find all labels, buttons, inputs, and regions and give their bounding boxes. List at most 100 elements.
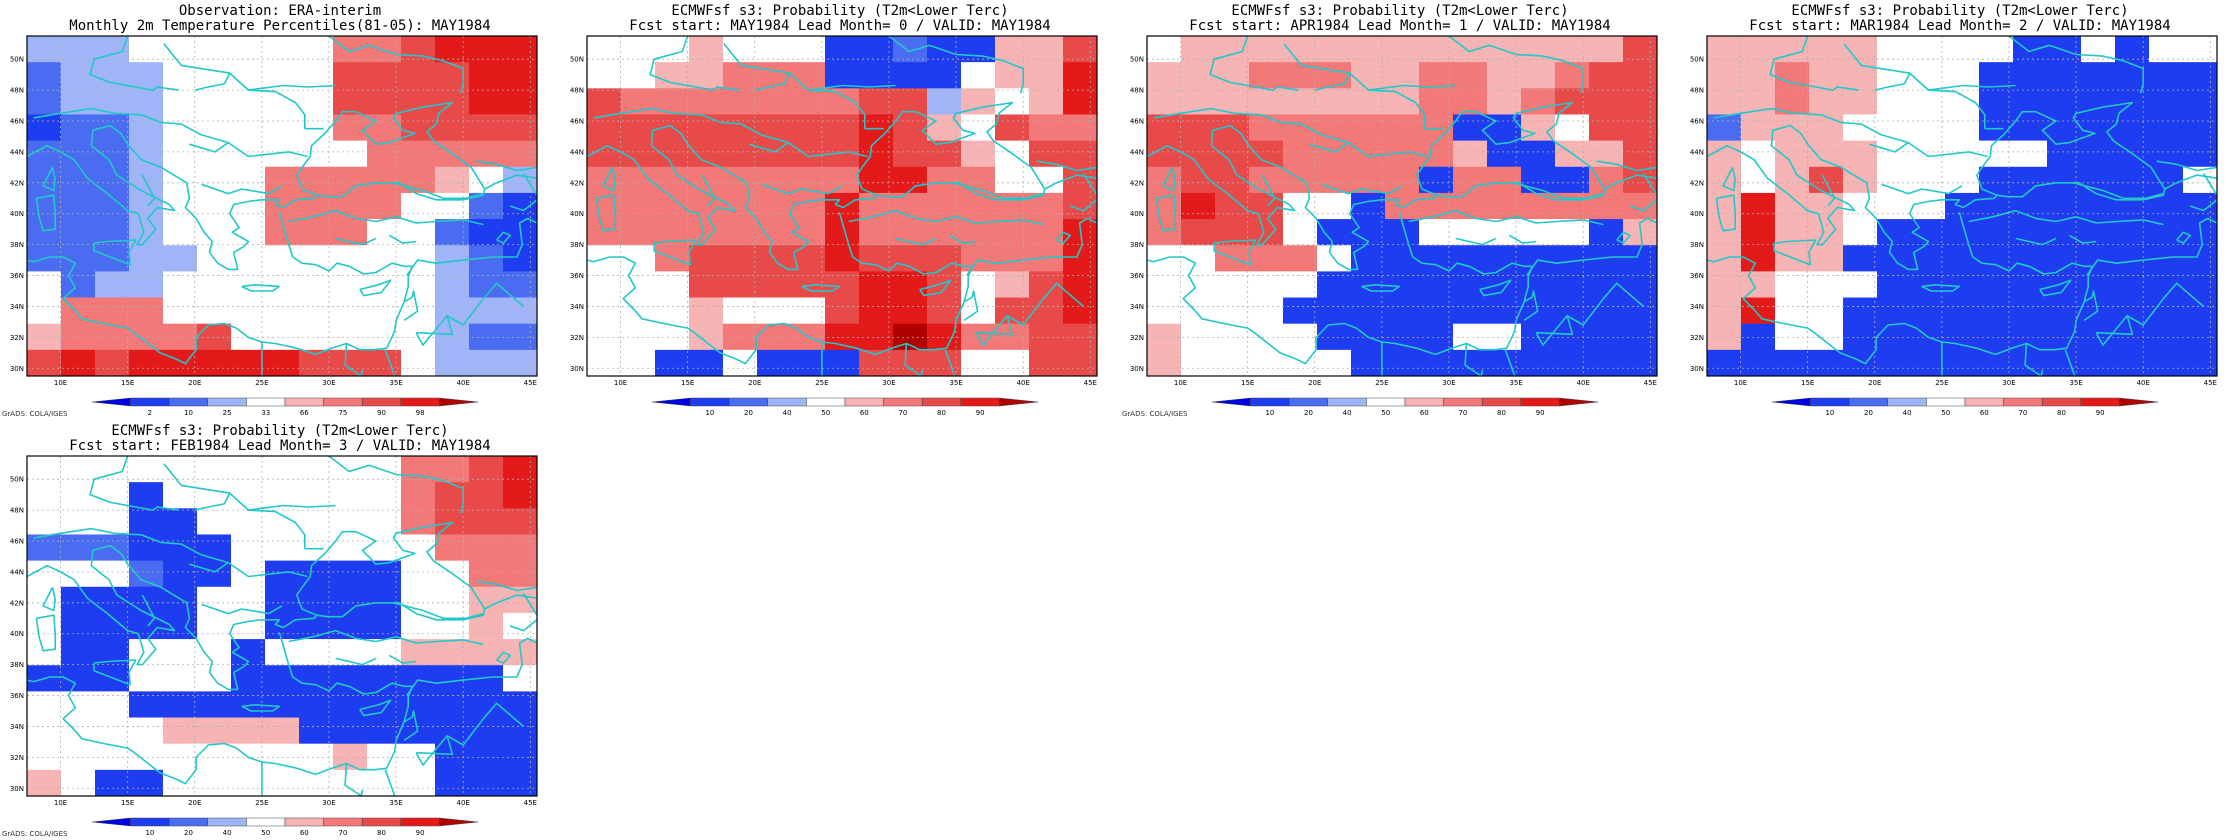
colorbar-segment: [400, 817, 440, 827]
grid-cell: [231, 36, 266, 63]
grid-cell: [61, 62, 96, 89]
grid-cell: [1979, 62, 2014, 89]
grid-cell: [1945, 114, 1980, 142]
coastline-path: [35, 194, 56, 232]
coastline-path: [288, 629, 484, 646]
coastline-path: [1706, 211, 2093, 365]
grid-cell: [1181, 62, 1216, 89]
grid-cell: [231, 88, 266, 115]
grid-cell: [621, 36, 656, 63]
colorbar-segment: [1404, 397, 1444, 407]
coastline-path: [593, 107, 675, 119]
coastline-path: [808, 89, 866, 129]
grid-cell: [61, 192, 96, 220]
grid-cell: [265, 717, 300, 745]
grid-cell: [1911, 192, 1946, 220]
grid-cell: [129, 192, 164, 220]
map-frame: [586, 35, 1098, 377]
colorbar-segment: [1810, 397, 1850, 407]
grid-cell: [469, 534, 504, 562]
grid-cell: [503, 534, 538, 562]
grid-cell: [1249, 140, 1284, 168]
grid-cell: [333, 586, 368, 614]
grid-cell: [1453, 245, 1488, 272]
grid-cell: [2013, 36, 2048, 63]
lon-tick-label: 40E: [1017, 379, 1030, 387]
grid-cell: [333, 717, 368, 745]
grid-cell: [265, 612, 300, 640]
grid-cell: [333, 245, 368, 272]
grid-cell: [231, 62, 266, 89]
grid-cell: [1809, 297, 1844, 325]
colorbar-segment: [1848, 397, 1889, 407]
grid-cell: [893, 36, 928, 63]
coastline-path: [1968, 209, 2164, 226]
grid-cell: [265, 297, 300, 325]
map-frame: [1146, 35, 1658, 377]
coastlines: [1706, 35, 2218, 377]
colorbar-segment: [883, 397, 923, 407]
grid-cell: [129, 140, 164, 168]
grid-cell: [1623, 192, 1658, 220]
grid-cell: [655, 297, 690, 325]
lon-tick-label: 45E: [1084, 379, 1097, 387]
grid-cell: [299, 62, 334, 89]
grid-cell: [1029, 36, 1064, 63]
grid-cell: [435, 482, 470, 509]
grid-cell: [1979, 245, 2014, 272]
grid-cell: [1775, 297, 1810, 325]
coastline-path: [1146, 101, 1606, 271]
grid-cell: [197, 456, 232, 483]
colorbar-tick-label: 50: [261, 829, 270, 837]
coastline-path: [384, 349, 396, 377]
grid-cell: [1215, 349, 1250, 377]
colorbar-tick-label: 60: [860, 409, 869, 417]
grid-cell: [1521, 36, 1556, 63]
lon-tick-label: 15E: [1801, 379, 1814, 387]
coastline-path: [904, 343, 922, 377]
colorbar-segment: [130, 397, 170, 407]
map-canvas: 30N 32N 34N 36N 38N 40N 42N 44N 46N 48N 50N 10E 15E 2…: [10, 35, 538, 417]
grid-cell: [503, 717, 538, 745]
grid-cell: [1487, 36, 1522, 63]
grid-cell: [2081, 62, 2116, 89]
grid-cell: [401, 349, 436, 377]
grid-cell: [95, 769, 130, 797]
grid-cell: [2081, 192, 2116, 220]
grid-cell: [469, 456, 504, 483]
grid-cell: [1351, 140, 1386, 168]
coastline-path: [248, 509, 306, 549]
colorbar-tick-label: 70: [898, 409, 907, 417]
lat-tick-label: 40N: [1690, 210, 1704, 218]
grid-cells: [587, 36, 1098, 377]
colorbar-tick-label: 50: [1941, 409, 1950, 417]
map-panel-lead-1: ECMWFsf s3: Probability (T2m<Lower Terc)…: [1120, 0, 1680, 420]
coastline-path: [1706, 101, 2166, 271]
map-canvas: 30N 32N 34N 36N 38N 40N 42N 44N 46N 48N 50N 10E 15E 2…: [1690, 35, 2218, 417]
grid-cell: [231, 665, 266, 692]
grid-cell: [197, 508, 232, 535]
grid-cell: [859, 36, 894, 63]
grid-cell: [1555, 62, 1590, 89]
grid-cell: [2013, 245, 2048, 272]
lat-tick-label: 42N: [10, 179, 24, 187]
colorbar-segment: [690, 397, 730, 407]
lon-tick-label: 40E: [1577, 379, 1590, 387]
coastline-path: [1368, 89, 1426, 129]
grid-cell: [859, 62, 894, 89]
grid-cell: [689, 62, 724, 89]
panel-title: Observation: ERA-interim: [178, 3, 382, 19]
grid-cell: [893, 297, 928, 325]
panel-title: ECMWFsf s3: Probability (T2m<Lower Terc): [671, 3, 1009, 19]
grid-cell: [2183, 88, 2218, 115]
grid-cell: [825, 62, 860, 89]
grid-cell: [503, 192, 538, 220]
grid-cells: [1147, 36, 1658, 377]
coastline-path: [1526, 217, 1658, 276]
colorbar-segment: [207, 817, 247, 827]
lon-tick-label: 30E: [882, 379, 895, 387]
lon-tick-label: 25E: [815, 379, 828, 387]
grid-cell: [163, 219, 198, 246]
lat-tick-label: 34N: [10, 723, 24, 731]
coastline-path: [93, 239, 137, 266]
